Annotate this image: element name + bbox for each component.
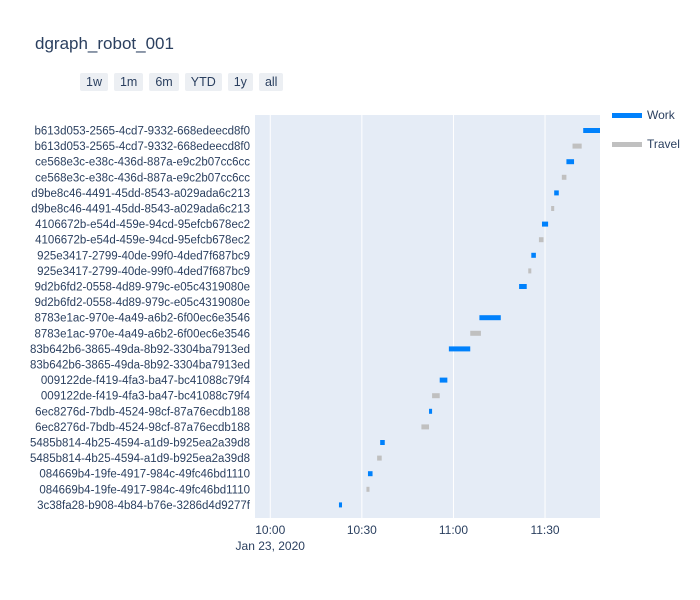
y-tick-label: 925e3417-2799-40de-99f0-4ded7f687bc9 xyxy=(37,266,250,278)
y-tick-label: 8783e1ac-970e-4a49-a6b2-6f00ec6e3546 xyxy=(35,328,251,340)
work-bar xyxy=(448,346,471,352)
y-tick-label: 4106672b-e54d-459e-94cd-95efcb678ec2 xyxy=(35,235,250,247)
work-bar xyxy=(566,159,575,165)
travel-bar xyxy=(551,206,555,211)
work-bar xyxy=(519,284,527,289)
work-bar xyxy=(541,221,549,227)
work-bar xyxy=(439,377,448,383)
travel-bar xyxy=(377,455,382,461)
y-tick-label: 6ec8276d-7bdb-4524-98cf-87a76ecdb188 xyxy=(35,406,250,418)
x-tick-label: 10:30 xyxy=(347,523,377,537)
work-bar xyxy=(338,502,343,508)
x-tick-label: 11:30 xyxy=(530,523,559,537)
legend: Work Travel xyxy=(612,106,680,164)
legend-item-work[interactable]: Work xyxy=(612,106,680,124)
work-bar xyxy=(380,440,385,445)
y-tick-label: ce568e3c-e38c-436d-887a-e9c2b07cc6cc xyxy=(35,157,250,169)
travel-bar xyxy=(470,330,481,336)
work-bar xyxy=(479,315,501,321)
y-tick-label: d9be8c46-4491-45dd-8543-a029ada6c213 xyxy=(31,204,250,216)
y-tick-label: d9be8c46-4491-45dd-8543-a029ada6c213 xyxy=(31,188,250,200)
y-tick-label: 084669b4-19fe-4917-984c-49fc46bd1110 xyxy=(39,469,250,481)
x-tick-label: 11:00 xyxy=(439,523,468,537)
y-tick-label: ce568e3c-e38c-436d-887a-e9c2b07cc6cc xyxy=(35,172,250,184)
range-button-1w[interactable]: 1w xyxy=(80,73,108,91)
travel-bar xyxy=(572,143,582,149)
y-tick-label: 5485b814-4b25-4594-a1d9-b925ea2a39d8 xyxy=(30,453,250,465)
x-tick-label: 10:00 xyxy=(255,523,285,537)
range-button-6m[interactable]: 6m xyxy=(149,73,179,91)
travel-bar xyxy=(421,424,430,430)
travel-bar xyxy=(538,237,544,243)
travel-bar xyxy=(528,268,532,274)
work-bar xyxy=(429,408,433,414)
y-tick-label: 084669b4-19fe-4917-984c-49fc46bd1110 xyxy=(39,484,250,496)
range-button-1m[interactable]: 1m xyxy=(113,73,144,91)
work-bar xyxy=(531,252,536,258)
y-tick-label: 8783e1ac-970e-4a49-a6b2-6f00ec6e3546 xyxy=(35,313,251,325)
work-bar xyxy=(367,471,373,477)
legend-label-travel: Travel xyxy=(647,137,680,151)
y-tick-label: 4106672b-e54d-459e-94cd-95efcb678ec2 xyxy=(35,219,250,231)
y-tick-label: 5485b814-4b25-4594-a1d9-b925ea2a39d8 xyxy=(30,438,250,450)
work-bar xyxy=(583,128,600,133)
legend-swatch-work xyxy=(612,112,642,118)
range-selector: 1w 1m 6m YTD 1y all xyxy=(80,73,284,91)
legend-swatch-travel xyxy=(612,141,642,147)
work-bar xyxy=(554,190,559,196)
y-tick-label: 9d2b6fd2-0558-4d89-979c-e05c4319080e xyxy=(35,297,251,309)
travel-bar xyxy=(366,486,370,492)
range-button-all[interactable]: all xyxy=(258,73,284,91)
y-tick-label: 009122de-f419-4fa3-ba47-bc41088c79f4 xyxy=(41,391,251,403)
range-button-1y[interactable]: 1y xyxy=(227,73,253,91)
legend-item-travel[interactable]: Travel xyxy=(612,135,680,153)
y-tick-label: 83b642b6-3865-49da-8b92-3304ba7913ed xyxy=(30,344,250,356)
y-tick-label: 925e3417-2799-40de-99f0-4ded7f687bc9 xyxy=(37,250,250,262)
chart-title: dgraph_robot_001 xyxy=(35,34,174,53)
travel-bar xyxy=(561,174,567,180)
range-button-ytd[interactable]: YTD xyxy=(184,73,222,91)
legend-label-work: Work xyxy=(647,108,675,122)
y-tick-label: b613d053-2565-4cd7-9332-668edeecd8f0 xyxy=(35,141,251,153)
y-tick-label: 3c38fa28-b908-4b84-b76e-3286d4d9277f xyxy=(37,500,251,512)
plot-background xyxy=(255,115,600,518)
y-tick-label: 9d2b6fd2-0558-4d89-979c-e05c4319080e xyxy=(35,282,251,294)
y-tick-label: 83b642b6-3865-49da-8b92-3304ba7913ed xyxy=(30,360,250,372)
y-tick-label: b613d053-2565-4cd7-9332-668edeecd8f0 xyxy=(35,126,251,138)
y-tick-label: 009122de-f419-4fa3-ba47-bc41088c79f4 xyxy=(41,375,251,387)
travel-bar xyxy=(432,393,440,399)
y-tick-label: 6ec8276d-7bdb-4524-98cf-87a76ecdb188 xyxy=(35,422,250,434)
x-date-label: Jan 23, 2020 xyxy=(236,539,306,553)
